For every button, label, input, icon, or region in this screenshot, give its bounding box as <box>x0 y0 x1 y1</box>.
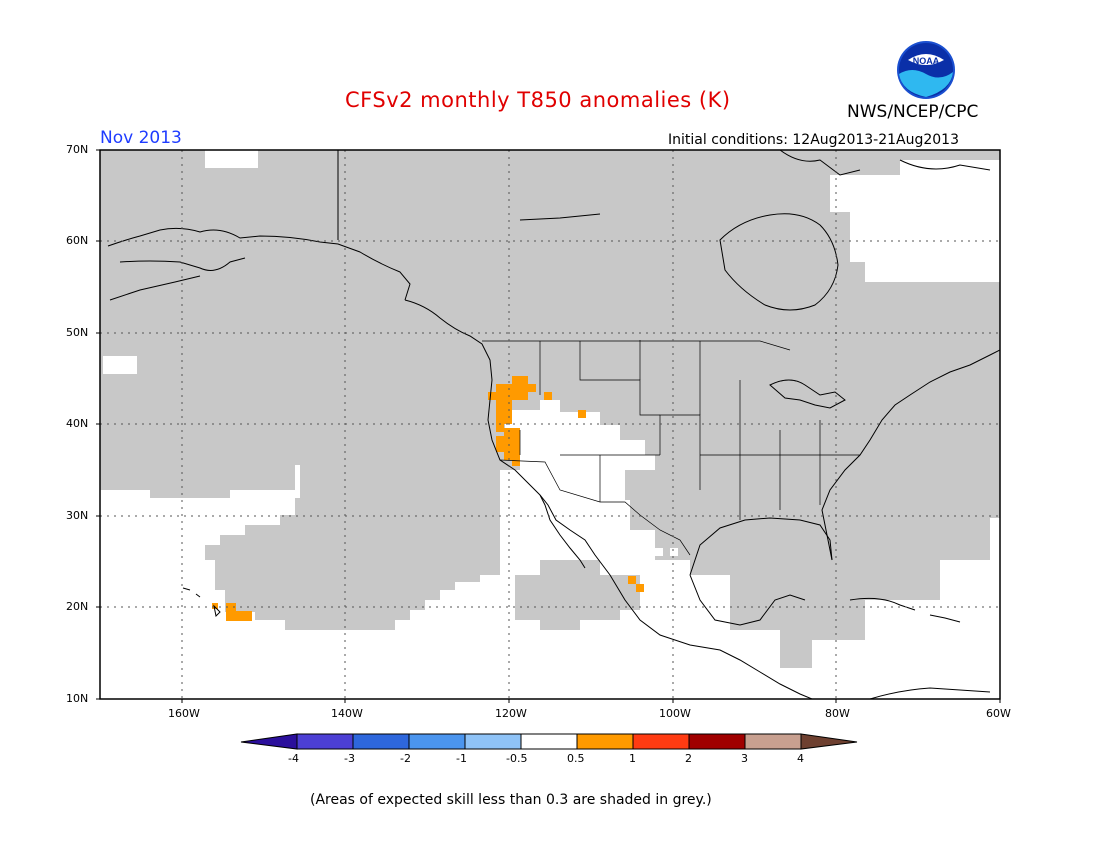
colorbar-cell <box>296 733 354 750</box>
lon-label: 140W <box>331 707 363 720</box>
lon-label: 120W <box>495 707 527 720</box>
lat-label: 30N <box>66 509 89 522</box>
lat-label: 70N <box>66 143 89 156</box>
chart-title: CFSv2 monthly T850 anomalies (K) <box>345 88 731 112</box>
colorbar-cell-lt-4 <box>240 733 298 750</box>
lon-label: 60W <box>986 707 1011 720</box>
political-boundaries <box>482 340 860 556</box>
colorbar-cell <box>632 733 690 750</box>
noaa-logo: NOAA <box>896 40 956 104</box>
colorbar-cell <box>464 733 522 750</box>
colorbar-label: 3 <box>741 752 748 765</box>
colorbar-label: 2 <box>685 752 692 765</box>
lat-label: 20N <box>66 600 89 613</box>
lon-label: 100W <box>659 707 691 720</box>
graticule <box>100 150 1000 699</box>
skill-mask <box>100 150 1000 668</box>
lon-label: 80W <box>825 707 850 720</box>
forecast-month: Nov 2013 <box>100 128 182 148</box>
lat-label: 10N <box>66 692 89 705</box>
colorbar-cell-gt-4 <box>800 733 858 750</box>
colorbar-cell <box>688 733 746 750</box>
colorbar-cell <box>576 733 634 750</box>
colorbar <box>240 733 858 750</box>
colorbar-cell <box>408 733 466 750</box>
footnote: (Areas of expected skill less than 0.3 a… <box>310 792 712 808</box>
colorbar-cell <box>744 733 802 750</box>
agency-label: NWS/NCEP/CPC <box>847 102 979 122</box>
lat-label: 40N <box>66 417 89 430</box>
lat-label: 60N <box>66 234 89 247</box>
colorbar-label: -0.5 <box>506 752 528 765</box>
lat-label: 50N <box>66 326 89 339</box>
colorbar-label: 1 <box>629 752 636 765</box>
colorbar-label: -4 <box>288 752 299 765</box>
coastlines <box>107 150 1000 699</box>
colorbar-label: 4 <box>797 752 804 765</box>
colorbar-label: -1 <box>456 752 467 765</box>
initial-conditions: Initial conditions: 12Aug2013-21Aug2013 <box>668 132 959 148</box>
anomaly-cells <box>212 376 644 621</box>
colorbar-cell <box>520 733 578 750</box>
colorbar-cell <box>352 733 410 750</box>
logo-text: NOAA <box>913 56 940 66</box>
lon-label: 160W <box>168 707 200 720</box>
axis-ticks <box>96 149 1001 703</box>
colorbar-label: -3 <box>344 752 355 765</box>
colorbar-label: 0.5 <box>567 752 585 765</box>
colorbar-label: -2 <box>400 752 411 765</box>
skill-mask-holes <box>103 356 678 556</box>
